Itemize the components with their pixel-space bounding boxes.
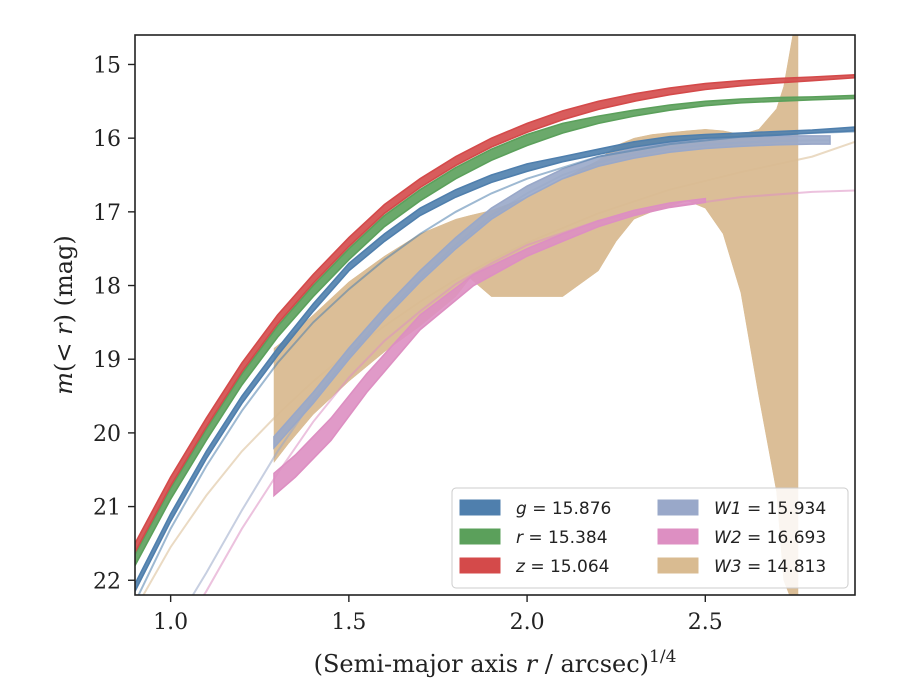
legend-swatch-w1: [657, 499, 699, 516]
x-axis-label: (Semi-major axis r / arcsec)1/4: [314, 647, 677, 678]
profile-band-r: [135, 94, 855, 566]
legend-swatch-g: [459, 499, 501, 516]
y-tick-label: 16: [93, 127, 121, 152]
profile-band-g: [135, 126, 855, 592]
profile-band-z: [135, 73, 855, 553]
y-tick-label: 19: [93, 348, 121, 373]
legend-label-w3: W3 = 14.813: [714, 557, 826, 577]
x-tick-label: 1.0: [153, 610, 188, 635]
legend-label-w1: W1 = 15.934: [714, 499, 826, 519]
y-tick-label: 20: [93, 422, 121, 447]
x-tick-label: 1.5: [331, 610, 366, 635]
profile-band-w2: [273, 197, 707, 498]
legend-label-z: z = 15.064: [515, 557, 609, 577]
y-tick-label: 18: [93, 275, 121, 300]
legend-swatch-r: [459, 528, 501, 545]
plot-frame: [134, 34, 856, 596]
legend-label-r: r = 15.384: [516, 528, 608, 548]
legend: g = 15.876 r = 15.384 z = 15.064 W1 = 15.93…: [451, 487, 849, 589]
legend-swatch-w3: [657, 557, 699, 574]
y-axis-label: m(< r) (mag): [50, 235, 78, 395]
legend-swatch-w2: [657, 528, 699, 545]
ticks-layer: 1.0 1.5 2.0 2.5 15 16 17 18 19 20 21 22: [93, 53, 723, 635]
legend-label-w2: W2 = 16.693: [714, 528, 826, 548]
series-layer: [135, 35, 855, 595]
legend-swatch-z: [459, 557, 501, 574]
y-tick-label: 17: [93, 201, 121, 226]
legend-label-g: g = 15.876: [516, 499, 611, 519]
model-line-g: [137, 130, 855, 595]
x-tick-label: 2.5: [688, 610, 723, 635]
legend-frame: [451, 487, 849, 589]
y-tick-label: 21: [93, 496, 121, 521]
profile-band-w1: [273, 135, 831, 450]
y-tick-label: 15: [93, 53, 121, 78]
y-tick-label: 22: [93, 569, 121, 594]
x-tick-label: 2.0: [510, 610, 545, 635]
